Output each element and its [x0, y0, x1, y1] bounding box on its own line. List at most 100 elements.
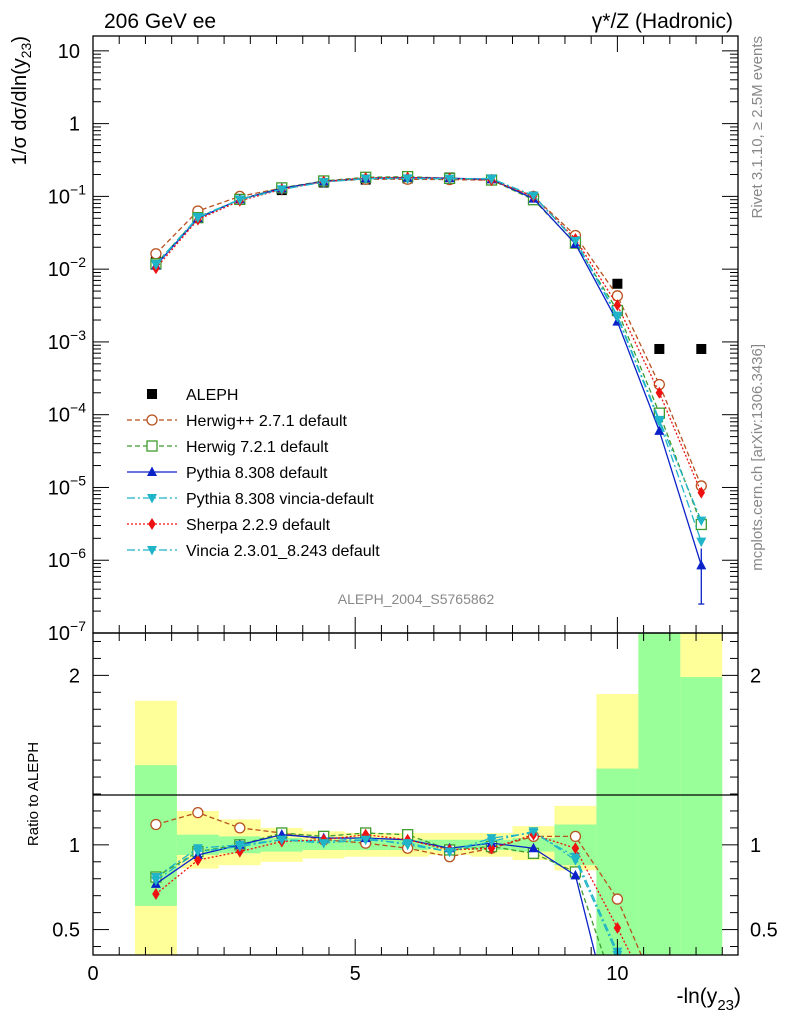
ratio-point	[192, 806, 204, 819]
main-point	[697, 486, 706, 499]
main-y-tick-label: 10−6	[48, 545, 86, 572]
ratio-point	[570, 856, 581, 866]
legend-marker	[148, 518, 156, 530]
ratio-point	[194, 854, 202, 867]
legend-label: Herwig 7.2.1 default	[186, 439, 329, 456]
ratio-point	[150, 876, 161, 886]
ratio-point	[318, 839, 329, 849]
axes-group: 0 5 10 10 1 10−1 10−2 10−3 10−4 10−5 10−6 10−7 0.5 0.…	[48, 36, 778, 985]
main-point	[696, 516, 707, 527]
legend-label: ALEPH	[186, 387, 238, 404]
green-band-bin	[680, 677, 723, 955]
main-point	[360, 174, 371, 185]
ratio-point	[152, 887, 160, 900]
legend-item: Herwig++ 2.7.1 default	[127, 413, 348, 430]
legend-item: Herwig 7.2.1 default	[127, 439, 329, 456]
ratio-point	[276, 835, 287, 846]
ratio-series-group	[150, 806, 664, 1002]
legend-marker	[147, 494, 157, 504]
ratio-point	[192, 847, 203, 858]
main-point	[654, 425, 665, 435]
green-band-bin	[638, 633, 681, 955]
main-y-tick-label: 10−1	[48, 181, 86, 208]
ratio-point	[486, 837, 497, 847]
main-point	[444, 174, 455, 185]
aleph-data-point	[696, 343, 707, 354]
main-y-tick-label: 1	[69, 114, 80, 136]
ratio-series-5	[150, 827, 623, 955]
main-series-group	[150, 170, 707, 605]
legend-label: Herwig++ 2.7.1 default	[186, 413, 348, 430]
main-point	[528, 191, 539, 201]
ratio-point	[569, 830, 582, 843]
main-point	[276, 185, 287, 195]
ratio-point	[444, 847, 455, 858]
ratio-point	[528, 842, 539, 853]
legend-marker	[147, 546, 157, 556]
legend-marker	[147, 466, 157, 476]
main-point	[612, 313, 623, 323]
main-point	[654, 417, 665, 428]
ratio-point	[234, 842, 245, 853]
ratio-point	[571, 842, 580, 855]
ratio-y-tick-label-left: 2	[69, 665, 80, 687]
legend-label: Sherpa 2.2.9 default	[186, 517, 331, 534]
legend-item: Vincia 2.3.01_8.243 default	[127, 543, 380, 560]
x-tick-label: 10	[606, 963, 628, 985]
ratio-y-axis-title: Ratio to ALEPH	[25, 742, 42, 846]
legend-item: Pythia 8.308 default	[127, 465, 328, 482]
main-point	[655, 386, 664, 399]
main-series-6	[150, 174, 707, 548]
main-y-axis-title: 1/σ dσ/dln(y23)	[9, 36, 34, 165]
ratio-y-tick-label-left: 1	[69, 835, 80, 857]
x-tick-label: 0	[87, 963, 98, 985]
legend-item: ALEPH	[147, 387, 238, 404]
ratio-uncertainty-bands	[134, 633, 723, 955]
legend-label: Pythia 8.308 vincia-default	[186, 491, 374, 508]
ratio-series-line	[155, 834, 596, 955]
mcplots-label: mcplots.cern.ch [arXiv:1306.3436]	[749, 344, 766, 571]
aleph-data-point	[654, 343, 665, 354]
main-series-line	[155, 177, 702, 542]
ratio-y-tick-label-left: 0.5	[52, 920, 80, 942]
main-y-tick-label: 10	[58, 41, 80, 63]
ratio-point	[654, 992, 664, 1002]
aleph-data-point	[612, 278, 623, 289]
ratio-point	[597, 975, 607, 985]
ratio-point	[360, 835, 371, 846]
ratio-point	[487, 842, 496, 855]
ratio-point	[570, 869, 581, 880]
ratio-series-line	[155, 830, 618, 955]
main-point	[613, 299, 622, 312]
main-y-tick-label: 10−2	[48, 254, 86, 281]
ratio-point	[402, 839, 413, 849]
analysis-id-label: ALEPH_2004_S5765862	[338, 591, 495, 607]
rivet-label: Rivet 3.1.10, ≥ 2.5M events	[749, 36, 766, 219]
legend-marker	[146, 440, 158, 452]
main-point	[150, 248, 162, 260]
legend-label: Vincia 2.3.01_8.243 default	[186, 543, 380, 560]
main-point	[696, 537, 707, 548]
ratio-point	[613, 921, 622, 934]
header-right-title: γ*/Z (Hadronic)	[592, 10, 733, 33]
main-point	[486, 174, 497, 185]
main-point	[570, 236, 581, 247]
main-point	[192, 213, 203, 224]
x-tick-label: 5	[350, 963, 361, 985]
legend-marker	[146, 414, 158, 426]
legend-label: Pythia 8.308 default	[186, 465, 328, 482]
ratio-point	[528, 827, 539, 837]
main-y-tick-label: 10−3	[48, 327, 86, 354]
main-y-tick-label: 10−7	[48, 618, 86, 645]
ratio-point	[640, 974, 648, 986]
ratio-y-tick-label-right: 0.5	[750, 920, 778, 942]
ratio-point	[611, 893, 624, 905]
legend-marker	[147, 389, 157, 399]
ratio-y-tick-label-right: 1	[750, 835, 761, 857]
legend-item: Sherpa 2.2.9 default	[127, 517, 331, 534]
main-y-tick-label: 10−5	[48, 472, 86, 499]
ratio-point	[234, 822, 246, 834]
header-left-title: 206 GeV ee	[104, 10, 216, 33]
main-y-tick-label: 10−4	[48, 400, 86, 427]
ratio-point	[150, 818, 162, 831]
